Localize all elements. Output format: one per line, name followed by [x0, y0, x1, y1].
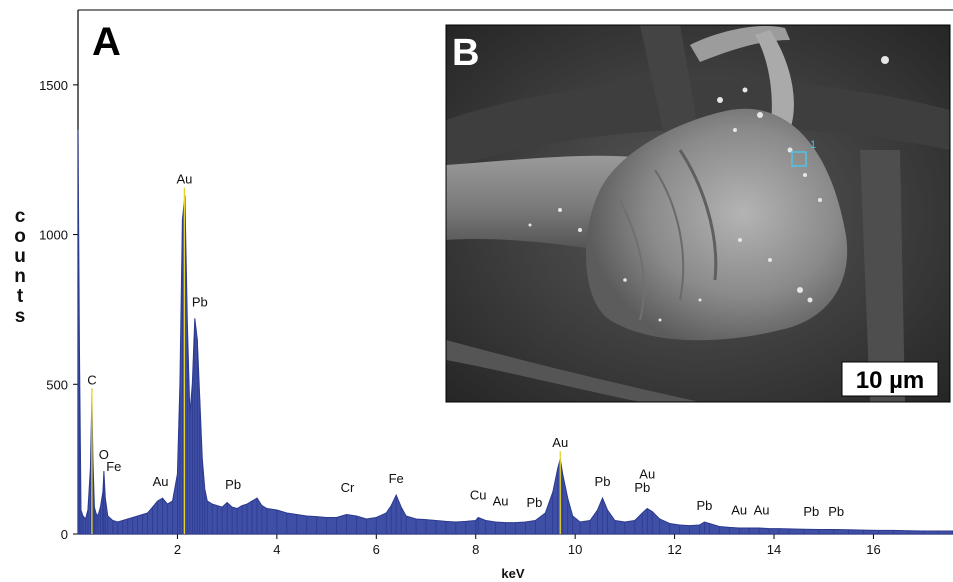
peak-label: Au — [552, 435, 568, 450]
x-axis-title: keV — [501, 566, 524, 581]
y-tick-label: 500 — [46, 377, 68, 392]
spectrum-series — [77, 129, 953, 535]
peak-label: Au — [176, 172, 192, 187]
peak-label: Fe — [389, 471, 404, 486]
x-tick-label: 10 — [568, 542, 582, 557]
peak-label: Pb — [696, 498, 712, 513]
inset-sem-image: 1 B 10 µm — [445, 24, 951, 403]
peak-label: Pb — [595, 474, 611, 489]
y-axis-title-letter: s — [15, 306, 26, 327]
analysis-spot-marker — [791, 151, 807, 167]
panel-a-label: A — [92, 20, 121, 64]
y-tick-label: 1500 — [39, 78, 68, 93]
peak-label: Au — [493, 494, 509, 509]
spectrum-area — [77, 129, 953, 535]
peak-label: Pb — [526, 495, 542, 510]
x-tick-label: 16 — [866, 542, 880, 557]
y-axis-title-letter: c — [15, 206, 26, 227]
peak-label: Pb — [225, 477, 241, 492]
x-axis-ticks: 2 4 6 8 10 12 14 16 — [174, 534, 881, 557]
peak-label: Pb — [828, 504, 844, 519]
x-tick-label: 12 — [667, 542, 681, 557]
panel-b-label: B — [452, 32, 479, 74]
peak-label: O — [99, 447, 109, 462]
peak-label: Pb — [634, 480, 650, 495]
peak-label: Pb — [192, 294, 208, 309]
peak-label: Fe — [106, 459, 121, 474]
analysis-spot-label: 1 — [810, 139, 816, 151]
peak-label: Cr — [341, 480, 355, 495]
peak-label: Au — [639, 467, 655, 482]
peak-label: Au — [153, 474, 169, 489]
x-tick-label: 2 — [174, 542, 181, 557]
peak-label: Cu — [470, 488, 487, 503]
scale-bar-label: 10 µm — [856, 367, 925, 394]
x-tick-label: 8 — [472, 542, 479, 557]
peak-label: Au — [731, 503, 747, 518]
y-axis-title-letter: t — [17, 286, 24, 307]
peak-label: Au — [754, 503, 770, 518]
y-axis-ticks: 0 500 1000 1500 — [39, 78, 78, 542]
y-axis-title-letter: u — [14, 246, 26, 267]
y-tick-label: 0 — [61, 527, 68, 542]
y-tick-label: 1000 — [39, 228, 68, 243]
peak-label: C — [87, 372, 96, 387]
x-tick-label: 14 — [767, 542, 781, 557]
y-axis-title-letter: n — [14, 266, 26, 287]
x-tick-label: 4 — [273, 542, 280, 557]
x-tick-label: 6 — [373, 542, 380, 557]
y-axis-title-letter: o — [14, 226, 26, 247]
scale-bar-box — [841, 361, 939, 397]
peak-label: Pb — [803, 504, 819, 519]
